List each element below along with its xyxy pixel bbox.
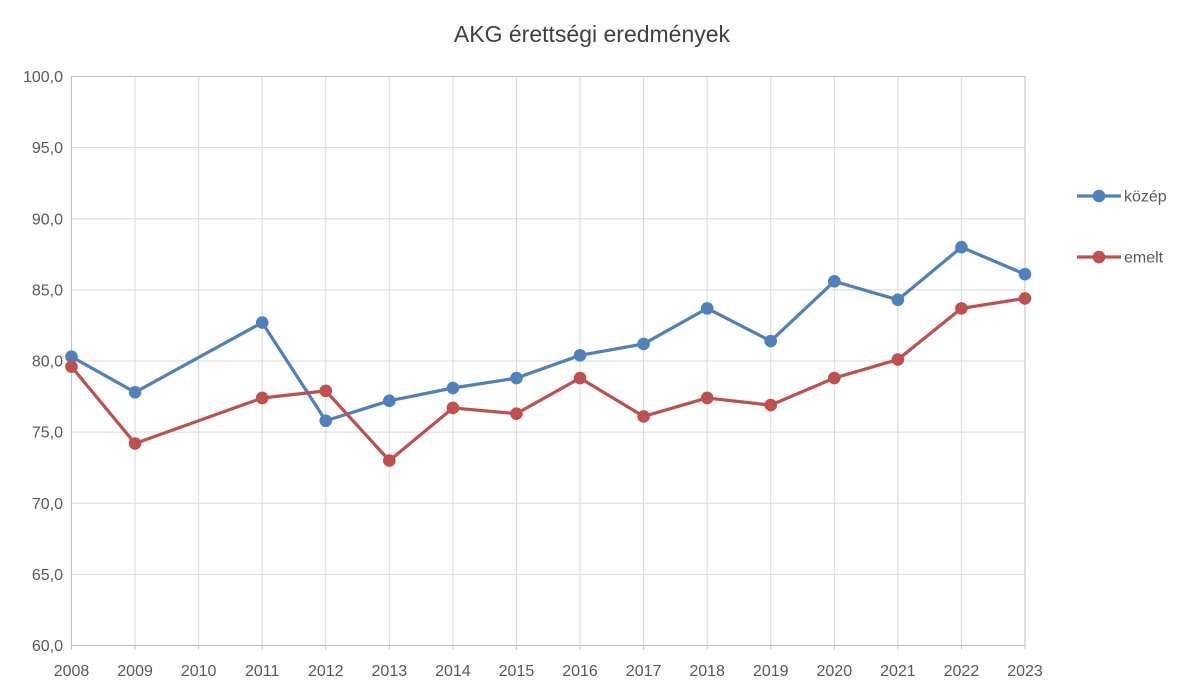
series-marker-közép [319,414,333,428]
series-marker-közép [637,337,650,351]
x-tick-label: 2013 [372,663,408,680]
series-marker-közép [764,334,778,348]
series-marker-emelt [319,384,333,398]
series-marker-közép [700,302,714,315]
y-tick-label: 65,0 [32,567,63,584]
y-tick-label: 85,0 [32,282,63,299]
y-tick-label: 70,0 [32,496,63,513]
series-marker-emelt [955,302,968,315]
chart-title: AKG érettségi eredmények [454,21,731,47]
series-marker-közép [383,394,396,408]
legend: közép emelt [1077,189,1167,267]
series-marker-közép [828,275,841,288]
y-tick-label: 90,0 [32,211,63,228]
x-tick-label: 2012 [308,663,344,680]
series-marker-közép [573,349,587,362]
x-tick-label: 2020 [817,663,853,680]
plot-area: 2008 2009 2010 2011 2012 2013 2014 2015 2016 2017… [23,69,1043,680]
series-line-emelt [70,296,1026,463]
y-tick-label: 95,0 [32,140,63,157]
x-tick-label: 2011 [245,663,280,680]
x-tick-label: 2019 [753,663,789,680]
y-tick-label: 60,0 [32,638,63,655]
series-marker-emelt [637,410,650,423]
series-marker-közép [510,371,523,385]
series-marker-emelt [828,371,841,385]
series-marker-emelt [573,371,587,385]
y-tick-label: 80,0 [32,354,63,371]
x-tick-label: 2014 [435,663,471,680]
series-marker-emelt [446,401,460,415]
y-tick-label: 75,0 [32,425,63,442]
series-marker-közép [891,293,905,307]
legend-label-emelt: emelt [1124,250,1164,267]
x-tick-label: 2016 [562,663,598,680]
series-marker-közép [255,316,269,329]
x-tick-label: 2021 [880,663,916,680]
x-tick-label: 2018 [689,663,725,680]
y-tick-label: 100,0 [23,69,63,86]
x-tick-label: 2023 [1007,663,1043,680]
series-marker-emelt [764,398,778,412]
legend-dot-marker-icon [1092,250,1106,264]
series-marker-közép [955,240,968,254]
series-marker-közép [446,381,460,395]
legend-label-kozep: közép [1124,189,1167,206]
legend-item-emelt: emelt [1077,250,1164,267]
series-marker-emelt [65,360,78,373]
series-marker-emelt [255,391,269,405]
x-tick-label: 2015 [499,663,535,680]
series-marker-emelt [510,407,523,420]
legend-item-kozep: közép [1077,189,1167,206]
x-tick-label: 2022 [944,663,980,680]
series-marker-emelt [891,353,905,366]
x-tick-label: 2008 [54,663,90,680]
legend-dot-marker-icon [1092,189,1106,203]
series-marker-közép [128,385,142,399]
x-tick-label: 2009 [117,663,153,680]
x-tick-label: 2017 [626,663,662,680]
series-marker-emelt [383,454,396,467]
series-marker-emelt [700,391,714,405]
series-marker-közép [1018,267,1032,281]
series-marker-közép [65,350,78,364]
series-marker-emelt [128,437,142,450]
series-marker-emelt [1018,292,1032,305]
x-tick-label: 2010 [181,663,217,680]
